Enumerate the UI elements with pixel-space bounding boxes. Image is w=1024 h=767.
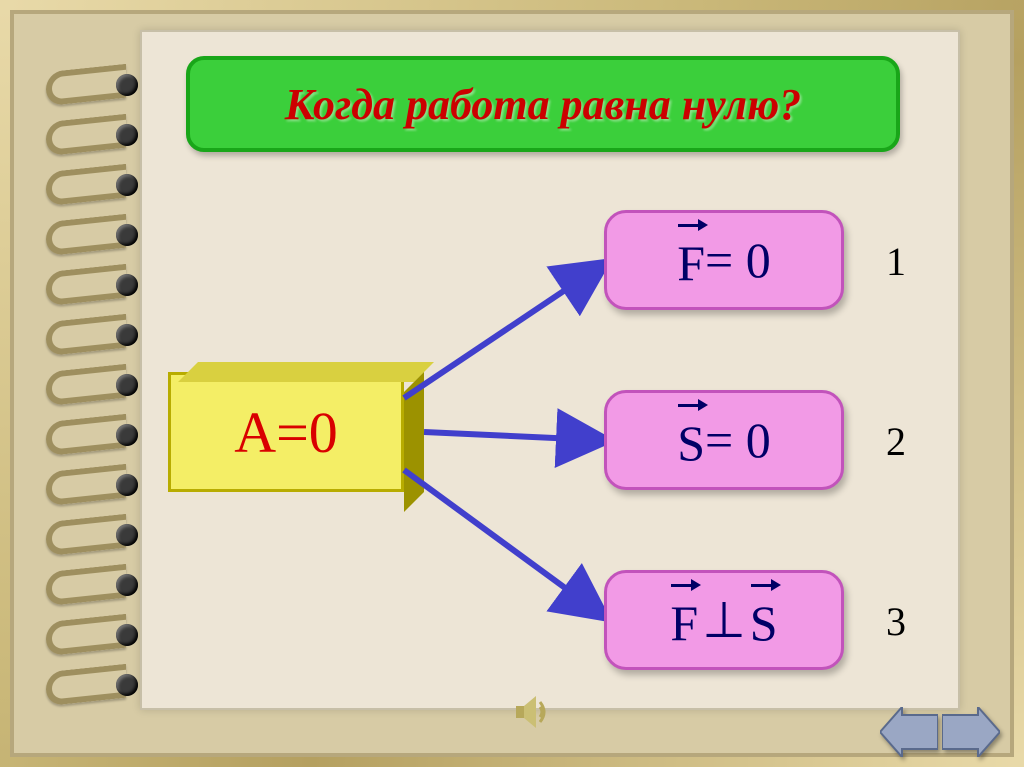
target-index-3: 3 [876,598,916,645]
source-label: A=0 [234,399,338,466]
next-button[interactable] [942,707,1000,757]
source-top-face [178,362,434,382]
target-box-3: F⊥S [604,570,844,670]
source-box: A=0 [168,372,404,492]
audio-icon [510,690,554,734]
prev-button[interactable] [880,707,938,757]
source-face: A=0 [168,372,404,492]
target-box-1: F = 0 [604,210,844,310]
source-right-face [404,372,424,512]
title-box: Когда работа равна нулю? [186,56,900,152]
target-index-2: 2 [876,418,916,465]
spiral-binding [52,60,142,710]
target-box-2: S = 0 [604,390,844,490]
title-text: Когда работа равна нулю? [285,79,801,130]
target-index-1: 1 [876,238,916,285]
